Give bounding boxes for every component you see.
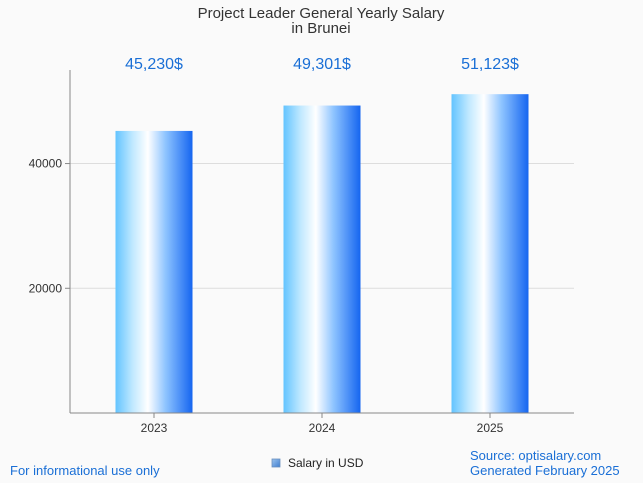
legend-label: Salary in USD [288, 456, 364, 470]
data-label-2024: 49,301$ [293, 56, 351, 73]
bar-2023 [115, 130, 193, 414]
disclaimer-note: For informational use only [10, 463, 160, 478]
chart-title: Project Leader General Yearly Salary [198, 5, 445, 22]
generated-note: Generated February 2025 [470, 463, 620, 478]
data-label-2023: 45,230$ [125, 56, 183, 73]
data-label-2025: 51,123$ [461, 56, 519, 73]
x-tick-label-2024: 2024 [309, 421, 336, 435]
x-tick-label-2025: 2025 [477, 421, 504, 435]
bar-2024 [283, 105, 361, 413]
bar-2025 [451, 94, 529, 414]
data-labels: 45,230$ 49,301$ 51,123$ [125, 56, 519, 73]
legend: Salary in USD [271, 456, 364, 470]
bars [115, 94, 529, 414]
y-tick-labels: 20000 40000 [29, 157, 70, 295]
x-tick-label-2023: 2023 [141, 421, 168, 435]
y-tick-label: 20000 [29, 281, 63, 295]
x-tick-labels: 2023 2024 2025 [141, 413, 504, 435]
chart-subtitle: in Brunei [291, 20, 350, 37]
source-note: Source: optisalary.com [470, 448, 601, 463]
y-tick-label: 40000 [29, 157, 63, 171]
legend-swatch [271, 458, 281, 468]
